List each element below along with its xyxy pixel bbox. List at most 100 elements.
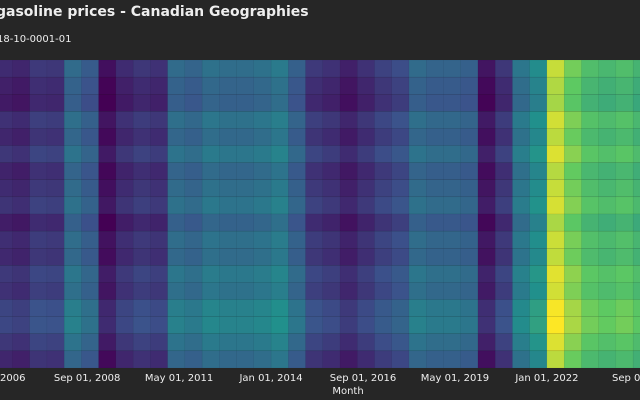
heatmap-cell xyxy=(494,350,513,368)
heatmap-cell xyxy=(357,196,375,215)
heatmap-cell xyxy=(132,179,151,198)
heatmap-cell xyxy=(443,213,462,232)
heatmap-cell xyxy=(0,179,13,198)
heatmap-cell xyxy=(374,128,393,146)
heatmap-cell xyxy=(0,60,13,78)
heatmap-cell xyxy=(63,316,82,334)
heatmap-cell xyxy=(115,76,134,95)
heatmap-cell xyxy=(477,299,496,317)
heatmap-cell xyxy=(270,76,289,95)
heatmap-cell xyxy=(339,230,358,249)
heatmap-cell xyxy=(46,282,65,300)
heatmap-cell xyxy=(201,76,220,95)
heatmap-cell xyxy=(391,76,410,95)
heatmap-cell xyxy=(494,196,513,215)
heatmap-cell xyxy=(581,350,600,368)
heatmap-cell xyxy=(81,333,100,352)
heatmap-cell xyxy=(219,76,238,95)
heatmap-cell xyxy=(322,179,341,198)
heatmap-cell xyxy=(615,162,634,180)
heatmap-cell xyxy=(598,248,617,266)
heatmap-cell xyxy=(512,265,531,283)
heatmap-cell xyxy=(12,333,31,352)
heatmap-cell xyxy=(563,111,582,129)
heatmap-cell xyxy=(132,196,151,215)
heatmap-cell xyxy=(391,282,410,300)
heatmap-cell xyxy=(339,162,358,180)
heatmap-cell xyxy=(98,179,117,198)
heatmap-cell xyxy=(460,76,479,95)
heatmap-cell xyxy=(184,196,203,215)
heatmap-cell xyxy=(391,333,410,352)
heatmap-cell xyxy=(184,282,203,300)
x-tick-label: Sep 01 xyxy=(612,373,640,384)
heatmap-cell xyxy=(581,179,600,198)
heatmap-cell xyxy=(477,162,496,180)
heatmap-cell xyxy=(167,265,186,283)
heatmap-cell xyxy=(632,76,640,95)
heatmap-cell xyxy=(305,282,324,300)
heatmap-cell xyxy=(443,333,462,352)
heatmap-cell xyxy=(443,299,462,317)
heatmap-cell xyxy=(29,128,48,146)
heatmap-cell xyxy=(46,333,65,352)
heatmap-cell xyxy=(632,265,640,283)
heatmap-cell xyxy=(426,76,444,95)
heatmap-cell xyxy=(477,248,496,266)
heatmap-cell xyxy=(477,316,496,334)
heatmap-cell xyxy=(132,76,151,95)
heatmap-cell xyxy=(391,316,410,334)
heatmap-cell xyxy=(132,94,151,112)
heatmap-cell xyxy=(115,145,134,163)
heatmap-cell xyxy=(115,282,134,300)
heatmap-cell xyxy=(270,333,289,352)
heatmap-cell xyxy=(12,265,31,283)
heatmap-cell xyxy=(615,333,634,352)
heatmap-cell xyxy=(443,316,462,334)
heatmap-cell xyxy=(270,60,289,78)
heatmap-cell xyxy=(408,350,427,368)
heatmap-cell xyxy=(563,179,582,198)
heatmap-cell xyxy=(443,145,462,163)
heatmap-cell xyxy=(184,111,203,129)
heatmap-cell xyxy=(546,248,565,266)
heatmap-cell xyxy=(581,196,600,215)
heatmap-cell xyxy=(408,333,427,352)
heatmap-cell xyxy=(443,350,462,368)
heatmap-cell xyxy=(546,282,565,300)
heatmap-cell xyxy=(408,60,427,78)
heatmap-cell xyxy=(132,145,151,163)
heatmap-cell xyxy=(184,76,203,95)
heatmap-cell xyxy=(512,128,531,146)
heatmap-cell xyxy=(477,111,496,129)
heatmap-cell xyxy=(494,162,513,180)
heatmap-cell xyxy=(339,94,358,112)
heatmap-cell xyxy=(512,111,531,129)
heatmap-cell xyxy=(598,111,617,129)
heatmap-cell xyxy=(322,350,341,368)
heatmap-cell xyxy=(391,145,410,163)
heatmap-cell xyxy=(408,265,427,283)
heatmap-cell xyxy=(357,230,375,249)
heatmap-cell xyxy=(563,196,582,215)
heatmap-cell xyxy=(288,265,307,283)
heatmap-cell xyxy=(529,94,548,112)
heatmap-cell xyxy=(98,145,117,163)
x-tick-label: May 01, 2019 xyxy=(421,373,489,384)
heatmap-cell xyxy=(270,265,289,283)
heatmap-cell xyxy=(270,179,289,198)
heatmap-cell xyxy=(477,282,496,300)
heatmap-cell xyxy=(512,230,531,249)
heatmap-cell xyxy=(253,162,272,180)
heatmap-cell xyxy=(184,145,203,163)
heatmap-cell xyxy=(81,60,100,78)
x-tick-label: Sep 01, 2008 xyxy=(54,373,121,384)
heatmap-cell xyxy=(391,60,410,78)
heatmap-cell xyxy=(46,162,65,180)
heatmap-cell xyxy=(581,333,600,352)
heatmap-cell xyxy=(81,282,100,300)
heatmap-cell xyxy=(63,60,82,78)
heatmap-cell xyxy=(632,162,640,180)
heatmap-cell xyxy=(494,248,513,266)
heatmap-cell xyxy=(201,282,220,300)
